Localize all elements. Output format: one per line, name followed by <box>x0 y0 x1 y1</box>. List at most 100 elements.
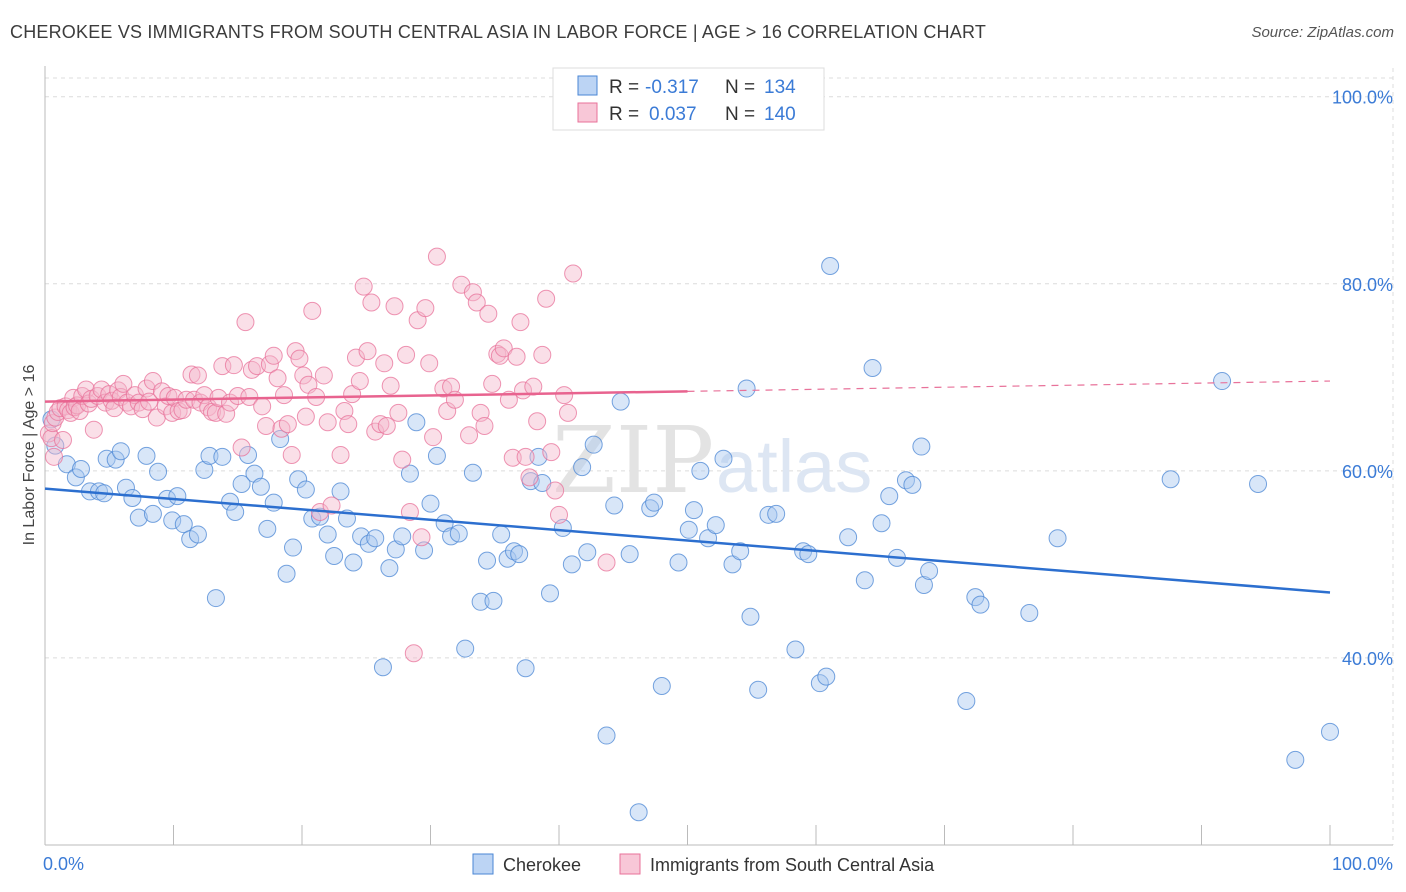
cherokee-point <box>584 435 603 454</box>
trend-lines <box>44 380 1331 594</box>
cherokee-point <box>817 667 836 686</box>
cherokee-point <box>510 545 529 564</box>
immigrants-trend-extension <box>687 380 1331 392</box>
cherokee-point <box>1249 474 1268 493</box>
immigrants-point <box>268 369 287 388</box>
immigrants-point <box>296 407 315 426</box>
cherokee-point <box>344 553 363 572</box>
cherokee-point <box>498 549 517 568</box>
immigrants-point <box>303 301 322 320</box>
y-tick-label: 60.0% <box>1342 462 1393 482</box>
cherokee-point <box>1213 372 1232 391</box>
immigrants-point <box>475 416 494 435</box>
immigrants-point <box>375 354 394 373</box>
y-axis-label: In Labor Force | Age > 16 <box>21 365 38 546</box>
cherokee-point <box>863 358 882 377</box>
cherokee-point <box>1286 750 1305 769</box>
cherokee-point <box>957 691 976 710</box>
cherokee-point <box>71 459 90 478</box>
cherokee-point <box>421 494 440 513</box>
immigrants-point <box>232 438 251 457</box>
immigrants-point <box>322 496 341 515</box>
immigrants-point <box>240 387 259 406</box>
cherokee-point <box>251 477 270 496</box>
cherokee-trend-line <box>44 487 1331 594</box>
immigrants-point <box>84 420 103 439</box>
cherokee-point <box>855 571 874 590</box>
cherokee-point <box>111 442 130 461</box>
cherokee-point <box>679 520 698 539</box>
cherokee-point <box>289 470 308 489</box>
immigrants-point <box>503 448 522 467</box>
x-tick-label: 0.0% <box>43 854 84 874</box>
immigrants-point <box>597 553 616 572</box>
immigrants-point <box>381 376 400 395</box>
immigrants-point <box>555 386 574 405</box>
immigrants-point <box>346 348 365 367</box>
cherokee-point <box>896 471 915 490</box>
watermark-zip: ZIP <box>552 407 714 514</box>
cherokee-point <box>839 528 858 547</box>
immigrants-point <box>420 354 439 373</box>
cherokee-point <box>123 488 142 507</box>
immigrants-point <box>44 447 63 466</box>
cherokee-point <box>471 592 490 611</box>
immigrants-point <box>290 349 309 368</box>
immigrants-point <box>507 347 526 366</box>
immigrants-point <box>294 366 313 385</box>
immigrants-point <box>70 401 89 420</box>
immigrants-point <box>389 403 408 422</box>
immigrants-point <box>217 404 236 423</box>
cherokee-point <box>516 659 535 678</box>
cherokee-point <box>106 450 125 469</box>
immigrants-point <box>188 366 207 385</box>
immigrants-point <box>463 283 482 302</box>
cherokee-point <box>786 640 805 659</box>
immigrants-point <box>140 392 159 411</box>
watermark-atlas: atlas <box>716 425 872 508</box>
immigrants-point <box>511 313 530 332</box>
cherokee-point <box>484 591 503 610</box>
immigrants-point <box>542 443 561 462</box>
tick-labels: 40.0% 60.0% 80.0% 100.0% 0.0% 100.0% <box>43 88 1393 874</box>
cherokee-point <box>714 449 733 468</box>
immigrants-point <box>282 445 301 464</box>
cherokee-point <box>449 524 468 543</box>
immigrants-point <box>371 415 390 434</box>
immigrants-point <box>260 355 279 374</box>
immigrants-point <box>524 377 543 396</box>
immigrants-point <box>467 293 486 312</box>
immigrants-point <box>516 447 535 466</box>
y-tick-label: 80.0% <box>1342 275 1393 295</box>
cherokee-point <box>492 525 511 544</box>
immigrants-point <box>494 339 513 358</box>
cherokee-point <box>226 503 245 522</box>
cherokee-point <box>435 514 454 533</box>
immigrants-point <box>537 289 556 308</box>
cherokee-point <box>373 658 392 677</box>
immigrants-point <box>253 397 272 416</box>
immigrants-point <box>564 264 583 283</box>
immigrants-point <box>533 345 552 364</box>
immigrants-point <box>393 450 412 469</box>
cherokee-point <box>97 449 116 468</box>
immigrants-point <box>427 247 446 266</box>
immigrants-point <box>318 413 337 432</box>
cherokee-point <box>1321 722 1339 741</box>
immigrants-point <box>206 403 225 422</box>
immigrants-point <box>182 365 201 384</box>
cherokee-point <box>296 480 315 499</box>
immigrants-point <box>350 372 369 391</box>
n-label-cherokee: N = <box>725 77 755 98</box>
cherokee-point <box>767 504 786 523</box>
cherokee-point <box>200 446 219 465</box>
cherokee-points <box>42 257 1339 822</box>
immigrants-point <box>412 528 431 547</box>
cherokee-point <box>277 564 296 583</box>
cherokee-point <box>258 519 277 538</box>
immigrants-point <box>278 415 297 434</box>
immigrants-trend-line <box>44 390 688 403</box>
cherokee-point <box>880 487 899 506</box>
immigrants-point <box>400 503 419 522</box>
immigrants-point <box>358 342 377 361</box>
